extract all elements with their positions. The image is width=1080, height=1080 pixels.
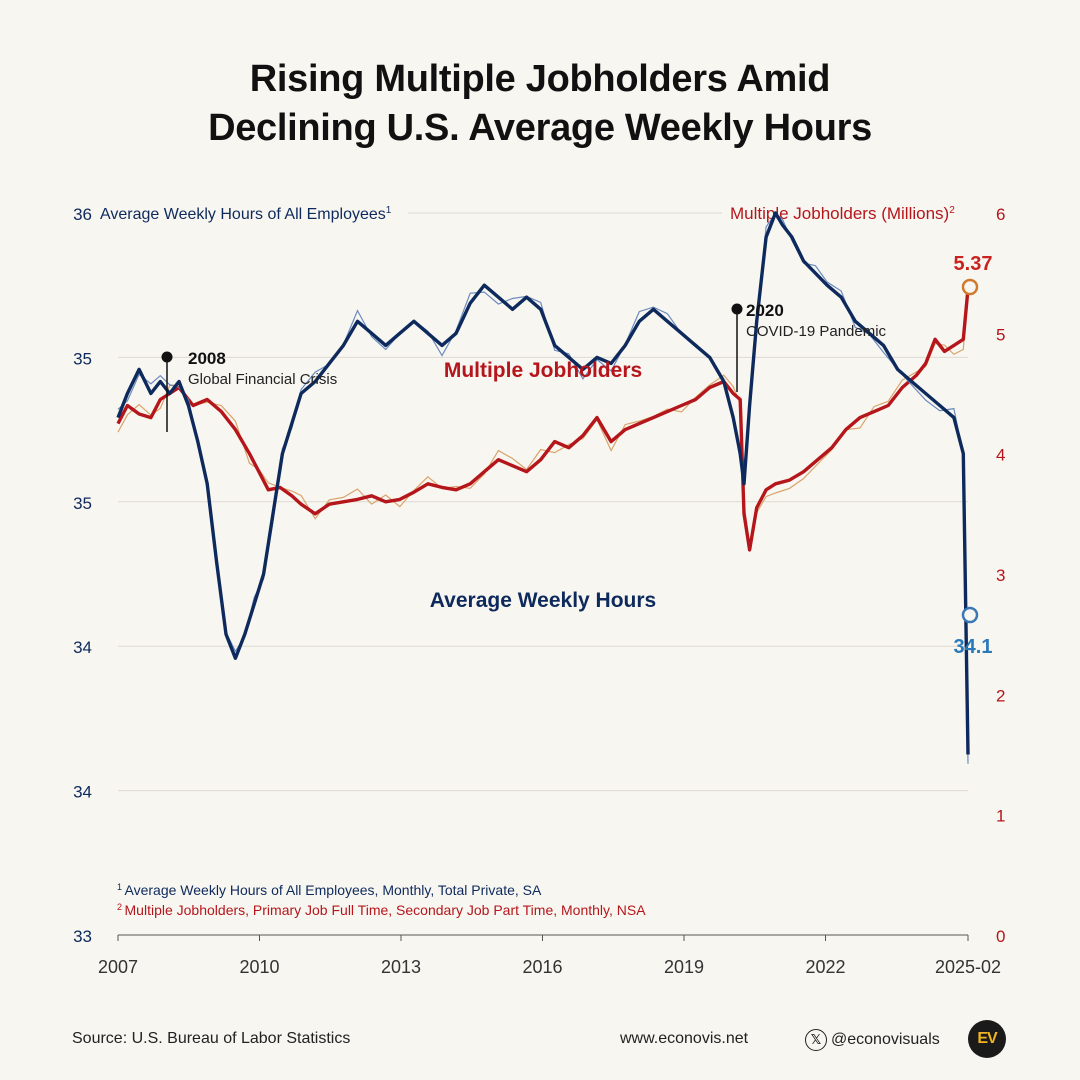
end-value-multiple-jobholders: 5.37 [954, 253, 993, 275]
y-left-tick-label: 33 [73, 927, 92, 946]
y-left-tick-label: 35 [73, 494, 92, 513]
annotation-text: Global Financial Crisis [188, 371, 337, 388]
x-tick-label: 2010 [239, 957, 279, 977]
annotation-dot [161, 351, 173, 363]
y-left-axis-label: Average Weekly Hours of All Employees1 [100, 205, 392, 223]
y-right-label-footnote-mark: 2 [949, 205, 955, 216]
footnote-text: Multiple Jobholders, Primary Job Full Ti… [125, 902, 647, 918]
y-right-tick-label: 4 [996, 446, 1005, 465]
brand-logo-icon: EV [968, 1020, 1006, 1058]
annotation-dot [731, 303, 743, 315]
y-right-tick-label: 3 [996, 566, 1005, 585]
chart-title-line-2: Declining U.S. Average Weekly Hours [208, 107, 872, 149]
annotation-year: 2008 [188, 349, 226, 368]
footnote-text: Average Weekly Hours of All Employees, M… [125, 882, 542, 898]
x-tick-label: 2025-02 [935, 957, 1001, 977]
y-left-tick-label: 35 [73, 349, 92, 368]
y-right-tick-label: 5 [996, 325, 1005, 344]
source-note: Source: U.S. Bureau of Labor Statistics [72, 1030, 351, 1047]
series-smoothed-line [116, 211, 970, 755]
x-tick-label: 2022 [805, 957, 845, 977]
footnote: 1 Average Weekly Hours of All Employees,… [117, 882, 542, 898]
y-left-tick-label: 34 [73, 638, 92, 657]
social-handle[interactable]: 𝕏 @econovisuals [805, 1026, 940, 1054]
annotation-text: COVID-19 Pandemic [746, 323, 887, 340]
end-marker-multiple-jobholders [961, 278, 979, 296]
series-smoothed-line [116, 288, 970, 552]
y-right-tick-label: 2 [996, 686, 1005, 705]
chart-title-line-1: Rising Multiple Jobholders Amid [249, 58, 831, 100]
chart-title: Rising Multiple Jobholders Amid Declinin… [0, 55, 1080, 153]
series-raw-line [117, 212, 969, 764]
end-value-average-weekly-hours: 34.1 [954, 636, 993, 658]
x-tick-label: 2007 [98, 957, 138, 977]
y-right-tick-label: 1 [996, 807, 1005, 826]
y-right-tick-label: 0 [996, 927, 1005, 946]
end-marker-average-weekly-hours [961, 606, 979, 624]
x-tick-label: 2019 [664, 957, 704, 977]
footnote-mark: 2 [117, 902, 125, 912]
social-handle-text: @econovisuals [831, 1031, 940, 1048]
series-label-multiple-jobholders: Multiple Jobholders [444, 359, 642, 382]
x-tick-label: 2016 [522, 957, 562, 977]
y-left-label-footnote-mark: 1 [386, 205, 392, 216]
x-logo-icon: 𝕏 [805, 1029, 827, 1051]
y-left-tick-label: 34 [73, 783, 92, 802]
y-left-tick-label: 36 [73, 205, 92, 224]
x-tick-label: 2013 [381, 957, 421, 977]
footnote: 2 Multiple Jobholders, Primary Job Full … [117, 902, 646, 918]
website-link[interactable]: www.econovis.net [620, 1030, 749, 1047]
footnote-mark: 1 [117, 882, 125, 892]
y-right-tick-label: 6 [996, 205, 1005, 224]
annotation-year: 2020 [746, 301, 784, 320]
y-right-axis-label: Multiple Jobholders (Millions)2 [730, 204, 955, 223]
series-label-average-weekly-hours: Average Weekly Hours [430, 589, 656, 612]
